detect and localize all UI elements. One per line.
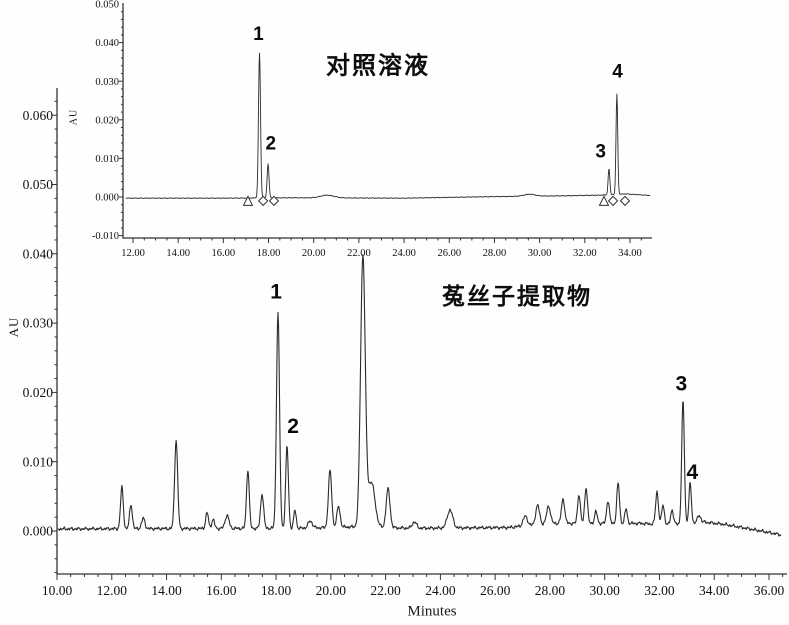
reference-axes [122, 3, 652, 239]
reference-peak-label-1: 1 [253, 24, 264, 45]
reference-y-tick-label: -0.010 [92, 231, 119, 242]
extract-x-tick-label: 10.00 [42, 583, 73, 598]
reference-x-tick-label: 22.00 [347, 248, 371, 259]
extract-x-tick-label: 26.00 [480, 583, 511, 598]
reference-y-tick-label: 0.050 [95, 0, 119, 11]
extract-peak-label-2: 2 [287, 415, 299, 438]
extract-y-tick-label: 0.040 [23, 246, 54, 261]
reference-x-tick-label: 24.00 [392, 248, 416, 259]
reference-diamond-marker [607, 195, 619, 207]
reference-x-tick-label: 26.00 [437, 248, 461, 259]
reference-triangle-marker [242, 195, 254, 206]
main-x-axis-title: Minutes [407, 603, 457, 620]
reference-diamond-marker [619, 195, 631, 207]
reference-triangle-marker [598, 195, 610, 206]
extract-x-tick-label: 16.00 [206, 583, 237, 598]
reference-x-tick-label: 34.00 [618, 248, 642, 259]
reference-y-tick-label: 0.040 [95, 38, 119, 49]
inset-title-reference-solution: 对照溶液 [326, 52, 430, 80]
extract-y-tick-label: 0.060 [23, 108, 54, 123]
extract-y-tick-label: 0.020 [23, 385, 54, 400]
extract-x-tick-label: 34.00 [699, 583, 730, 598]
reference-trace [125, 52, 651, 200]
main-y-axis-title: AU [6, 316, 21, 338]
reference-x-tick-label: 16.00 [212, 248, 236, 259]
reference-x-tick-label: 14.00 [166, 248, 190, 259]
extract-x-tick-label: 12.00 [97, 583, 128, 598]
reference-x-tick-label: 18.00 [257, 248, 281, 259]
extract-trace [57, 254, 782, 537]
extract-x-tick-label: 18.00 [261, 583, 292, 598]
reference-y-tick-label: 0.020 [95, 115, 119, 126]
extract-x-tick-label: 36.00 [754, 583, 785, 598]
extract-x-tick-label: 30.00 [590, 583, 621, 598]
reference-y-tick-label: 0.000 [95, 193, 119, 204]
extract-peak-label-3: 3 [676, 373, 688, 396]
extract-x-tick-label: 32.00 [644, 583, 675, 598]
extract-axes [56, 88, 787, 575]
extract-y-tick-label: 0.000 [23, 524, 54, 539]
reference-diamond-marker [268, 195, 280, 207]
reference-x-tick-label: 28.00 [483, 248, 507, 259]
reference-peak-label-2: 2 [266, 134, 277, 155]
reference-chart: 12.00 14.00 16.00 18.00 20.00 22.00 24.00 26.00… [92, 0, 652, 259]
extract-y-tick-label: 0.010 [23, 454, 54, 469]
extract-x-tick-label: 22.00 [370, 583, 401, 598]
extract-y-tick-label: 0.030 [23, 316, 54, 331]
reference-x-tick-label: 20.00 [302, 248, 326, 259]
reference-peak-label-4: 4 [612, 61, 623, 82]
extract-peak-label-4: 4 [686, 461, 698, 484]
reference-x-tick-label: 30.00 [528, 248, 552, 259]
reference-diamond-marker [257, 195, 269, 207]
reference-peak-label-3: 3 [595, 141, 606, 162]
reference-y-tick-label: 0.010 [95, 154, 119, 165]
extract-x-tick-label: 24.00 [425, 583, 456, 598]
reference-y-tick-label: 0.030 [95, 77, 119, 88]
extract-x-tick-label: 28.00 [535, 583, 566, 598]
inset-y-axis-title: AU [68, 108, 80, 126]
extract-x-tick-label: 14.00 [151, 583, 182, 598]
main-title-cuscuta-extract: 菟丝子提取物 [442, 283, 592, 309]
extract-x-tick-label: 20.00 [316, 583, 347, 598]
extract-chart: 10.00 12.00 14.00 16.00 18.00 20.00 22.00 24.00… [23, 88, 787, 598]
reference-x-tick-label: 32.00 [573, 248, 597, 259]
extract-y-tick-label: 0.050 [23, 177, 54, 192]
reference-x-tick-label: 12.00 [121, 248, 145, 259]
extract-peak-label-1: 1 [270, 281, 282, 304]
